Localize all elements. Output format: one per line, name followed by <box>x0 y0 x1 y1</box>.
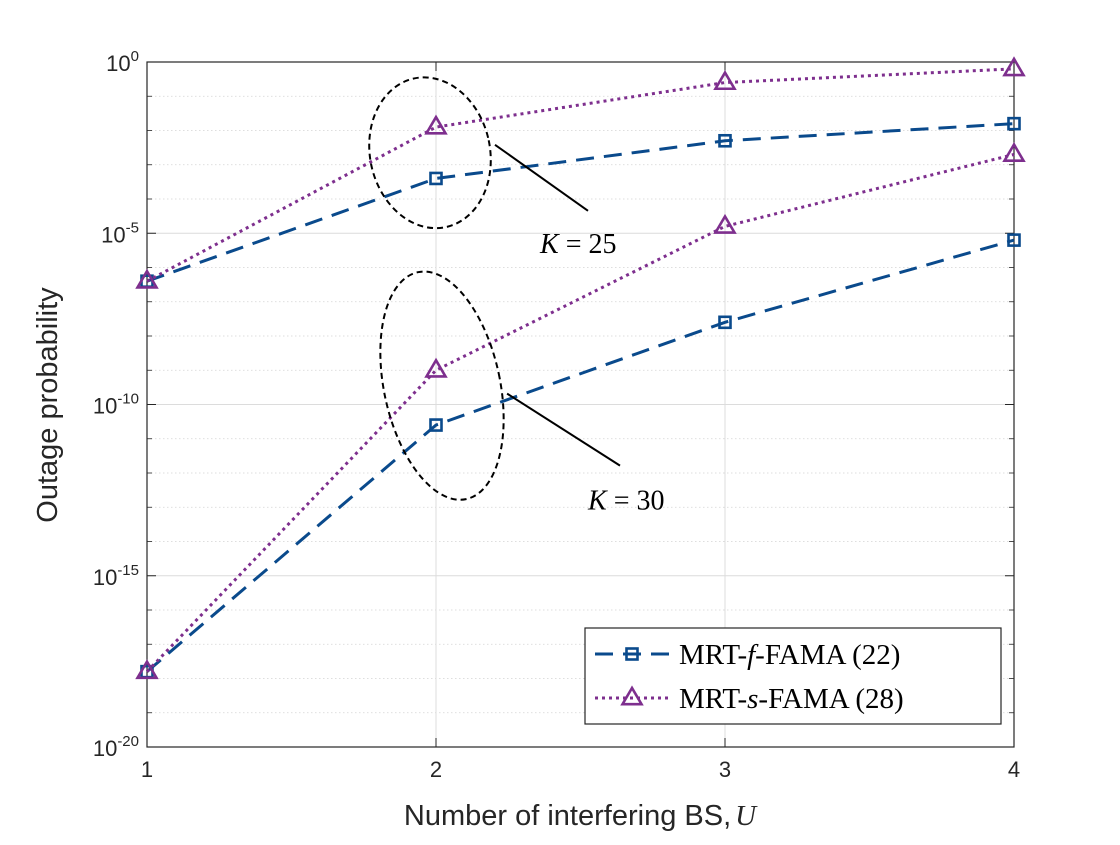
legend-label-prefix: MRT- <box>679 639 747 671</box>
annotation-value: = 30 <box>607 486 665 517</box>
square-marker <box>718 315 732 330</box>
annotation-value: = 25 <box>559 229 617 260</box>
triangle-marker <box>713 69 737 91</box>
annotation-label: K = 30 <box>587 486 664 517</box>
y-tick-exponent: -20 <box>117 733 139 750</box>
annotation-ellipse <box>379 270 505 501</box>
y-tick-label: 10-15 <box>93 562 139 590</box>
triangle-marker <box>1002 141 1026 162</box>
y-tick-exponent: -15 <box>117 562 139 579</box>
triangle-marker <box>713 213 737 234</box>
series-line-s-K30 <box>145 153 1015 673</box>
legend-label-symbol: s <box>747 683 758 715</box>
x-tick-label: 1 <box>141 757 153 782</box>
triangle-marker <box>424 114 448 135</box>
legend-label-prefix: MRT- <box>679 683 747 715</box>
square-marker <box>1007 233 1021 247</box>
y-tick-exponent: -10 <box>117 391 139 408</box>
y-axis-label: Outage probability <box>32 287 64 523</box>
legend-box <box>584 627 1002 725</box>
y-tick-base: 10 <box>93 565 117 590</box>
legend-label-suffix: -FAMA (28) <box>758 683 903 715</box>
annotation-label: K = 25 <box>539 229 616 260</box>
annotation-leader-line <box>506 392 621 467</box>
y-tick-label: 10-10 <box>93 391 139 419</box>
y-tick-base: 10 <box>106 51 130 76</box>
legend-label: MRT-f-FAMA (22) <box>679 639 900 671</box>
series <box>135 56 1026 680</box>
series-line-f-K25 <box>146 122 1015 283</box>
x-axis-label-text: Number of interfering BS, <box>404 800 731 832</box>
annotation-ellipse <box>368 76 492 230</box>
square-marker <box>1007 116 1021 131</box>
x-tick-label: 2 <box>430 757 442 782</box>
square-marker <box>625 647 639 661</box>
triangle-marker <box>424 357 448 378</box>
legend-label: MRT-s-FAMA (28) <box>679 683 904 715</box>
y-tick-base: 10 <box>93 736 117 761</box>
x-axis-label-symbol: U <box>735 800 758 832</box>
x-tick-label: 3 <box>719 757 731 782</box>
y-tick-exponent: 0 <box>131 48 139 65</box>
legend: MRT-f-FAMA (22)MRT-s-FAMA (28) <box>584 627 1002 725</box>
y-tick-base: 10 <box>101 222 125 247</box>
y-tick-label: 10-20 <box>93 733 139 761</box>
series-line-s-K25 <box>146 67 1015 283</box>
x-axis-label: Number of interfering BS, U <box>404 800 758 832</box>
triangle-marker <box>135 659 159 680</box>
triangle-marker <box>1002 56 1026 77</box>
y-tick-exponent: -5 <box>126 219 139 236</box>
series-line-f-K30 <box>146 238 1015 673</box>
y-tick-base: 10 <box>93 394 117 419</box>
square-marker <box>429 171 443 186</box>
square-marker <box>429 418 443 432</box>
annotation-symbol: K <box>587 486 608 517</box>
axis-labels: Number of interfering BS, U Outage probab… <box>32 287 758 832</box>
annotation-leader-line <box>494 143 589 212</box>
annotations: K = 25K = 30 <box>368 76 664 517</box>
triangle-marker <box>135 268 159 289</box>
square-marker <box>718 133 732 148</box>
y-tick-label: 100 <box>106 48 139 76</box>
annotation-symbol: K <box>539 229 560 260</box>
y-tick-label: 10-5 <box>101 219 139 247</box>
triangle-marker <box>620 685 644 706</box>
x-tick-label: 4 <box>1008 757 1020 782</box>
legend-label-suffix: -FAMA (22) <box>755 639 900 671</box>
